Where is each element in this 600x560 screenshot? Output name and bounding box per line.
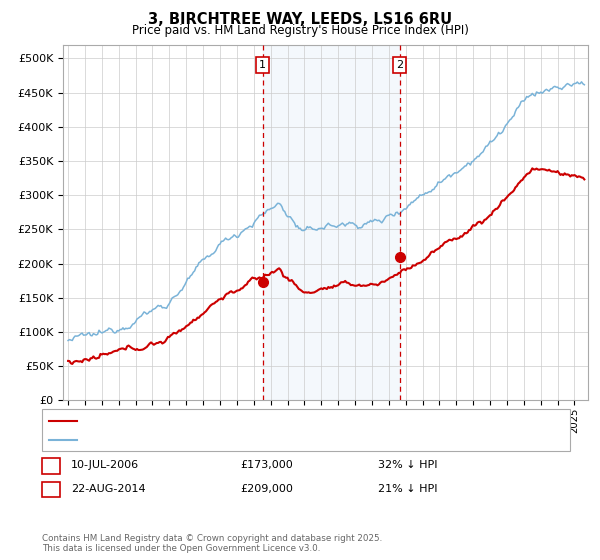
Text: 3, BIRCHTREE WAY, LEEDS, LS16 6RU (detached house): 3, BIRCHTREE WAY, LEEDS, LS16 6RU (detac… <box>81 417 385 426</box>
Text: 10-JUL-2006: 10-JUL-2006 <box>71 460 139 470</box>
Text: 21% ↓ HPI: 21% ↓ HPI <box>378 484 437 494</box>
Text: HPI: Average price, detached house, Leeds: HPI: Average price, detached house, Leed… <box>81 435 316 445</box>
Text: £173,000: £173,000 <box>240 460 293 470</box>
Text: 32% ↓ HPI: 32% ↓ HPI <box>378 460 437 470</box>
Text: 1: 1 <box>259 60 266 71</box>
Text: 2: 2 <box>47 484 55 494</box>
Bar <box>263 45 400 400</box>
Text: 2: 2 <box>396 60 403 71</box>
Text: Price paid vs. HM Land Registry's House Price Index (HPI): Price paid vs. HM Land Registry's House … <box>131 24 469 36</box>
Text: 22-AUG-2014: 22-AUG-2014 <box>71 484 145 494</box>
Text: 3, BIRCHTREE WAY, LEEDS, LS16 6RU: 3, BIRCHTREE WAY, LEEDS, LS16 6RU <box>148 12 452 27</box>
Text: Contains HM Land Registry data © Crown copyright and database right 2025.
This d: Contains HM Land Registry data © Crown c… <box>42 534 382 553</box>
Text: £209,000: £209,000 <box>240 484 293 494</box>
Text: 1: 1 <box>47 460 55 470</box>
